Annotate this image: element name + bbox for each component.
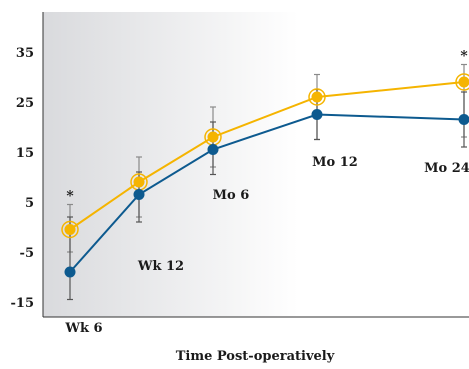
data-point [64,266,76,278]
category-label: Mo 6 [213,188,250,203]
category-label: Wk 6 [64,321,102,336]
data-point-core [458,76,469,88]
data-point [311,109,323,120]
category-label: Mo 12 [312,155,358,170]
y-tick-label: -5 [20,246,34,261]
data-point [61,220,79,239]
significance-annotations: ** [66,49,468,205]
data-point-core [133,176,145,188]
data-point [133,189,145,200]
category-label: Mo 24 [424,161,469,176]
data-point [207,144,219,155]
x-axis-label: Time Post-operatively [176,349,335,364]
data-point-core [311,91,323,103]
data-point [455,73,469,91]
data-point [458,114,469,125]
significance-asterisk: * [460,49,468,65]
significance-asterisk: * [66,189,74,205]
category-label: Wk 12 [137,259,184,274]
point-labels: Wk 6 Wk 12 Mo 6 Mo 12 Mo 24 [64,155,469,336]
y-tick-label: 35 [16,46,34,61]
series-markers [61,73,469,278]
y-tick-label: 15 [16,146,34,161]
data-point-core [207,131,219,143]
plot-background [43,12,469,317]
y-tick-label: -15 [11,296,35,311]
y-tick-labels: -15 -5 5 15 25 35 [11,46,35,311]
data-point [308,88,326,106]
y-tick-label: 5 [25,196,34,211]
data-point-core [64,224,76,235]
axes [42,12,469,318]
y-tick-label: 25 [16,96,34,111]
